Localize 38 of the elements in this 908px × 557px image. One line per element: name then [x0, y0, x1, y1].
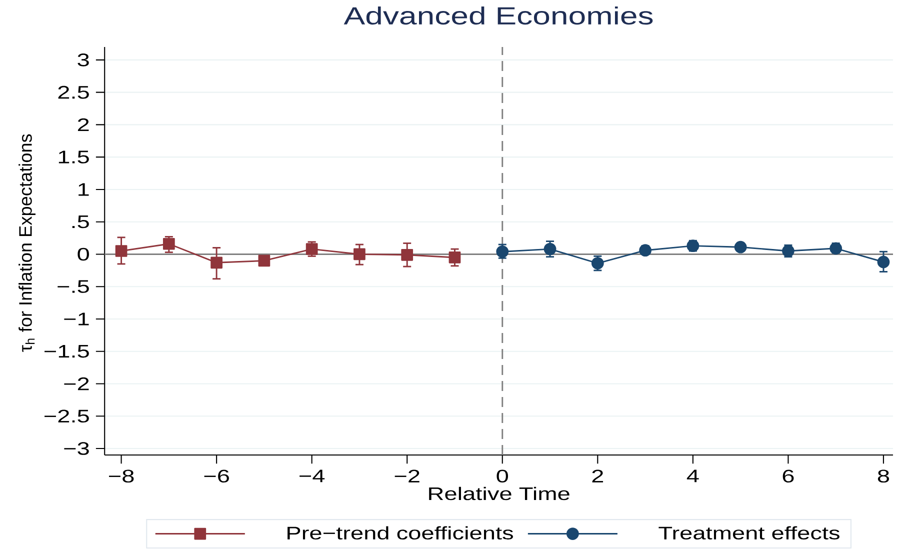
- y-tick-label: −2: [64, 377, 89, 390]
- point: [354, 248, 366, 260]
- x-tick-label: −8: [109, 470, 134, 483]
- point: [639, 244, 652, 257]
- y-tick-label: 3: [78, 54, 89, 66]
- x-tick-label: −6: [204, 470, 229, 483]
- point: [258, 254, 270, 267]
- x-tick-label: 8: [878, 470, 890, 483]
- point: [448, 252, 461, 264]
- point: [877, 256, 890, 268]
- y-tick-label: −2.5: [44, 410, 89, 423]
- y-tick-label: 0: [78, 248, 89, 261]
- legend-label: Treatment effects: [658, 526, 840, 540]
- y-tick-label: 1: [78, 183, 89, 196]
- x-tick-label: −2: [394, 470, 420, 482]
- y-tick-label: −3: [64, 442, 89, 455]
- y-tick-label: 1.5: [58, 150, 89, 164]
- y-tick-label: 2: [78, 118, 89, 132]
- x-tick-label: 6: [782, 470, 794, 483]
- chart-title: Advanced Economies: [344, 6, 653, 25]
- y-tick-label: −1: [64, 312, 89, 326]
- y-tick-label: −.5: [58, 280, 89, 293]
- y-tick-label: 2.5: [58, 86, 89, 99]
- point: [210, 256, 222, 269]
- y-axis-title: τ$_{h}$ for Inflation Expectations: [18, 134, 36, 352]
- legend-label: Pre−trend coefficients: [288, 526, 513, 540]
- y-tick-label: −1.5: [44, 345, 89, 358]
- y-tick-label: .5: [72, 216, 89, 228]
- point: [162, 238, 175, 250]
- x-axis-title: Relative Time: [429, 486, 570, 500]
- point: [401, 248, 414, 261]
- x-tick-label: −4: [300, 470, 325, 482]
- point: [544, 242, 556, 256]
- x-tick-label: 0: [496, 470, 508, 483]
- point: [734, 240, 747, 254]
- x-tick-label: 2: [592, 470, 604, 482]
- point: [115, 245, 128, 257]
- x-tick-label: 4: [686, 470, 699, 482]
